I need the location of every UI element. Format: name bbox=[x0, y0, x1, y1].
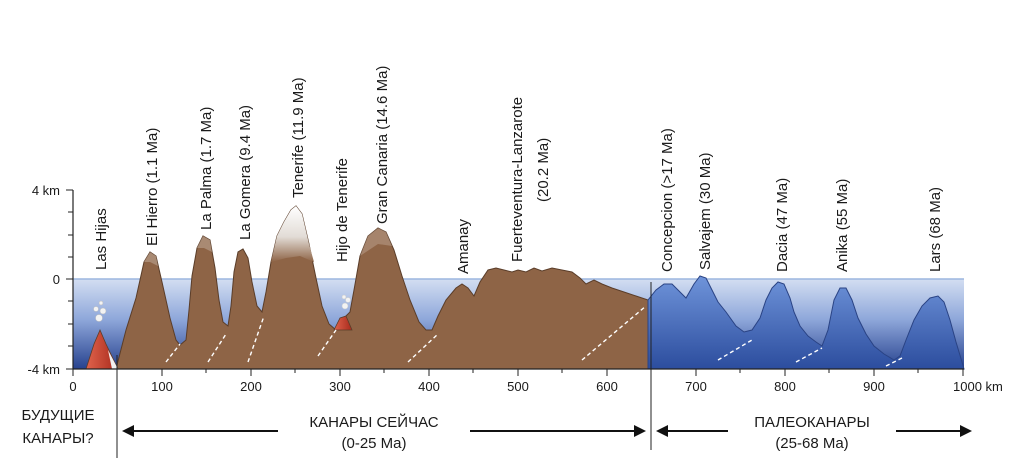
island-labels: Las Hijas El Hierro (1.1 Ma) La Palma (1… bbox=[93, 66, 944, 274]
present-islands bbox=[115, 205, 649, 370]
label-fuerteventura-age: (20.2 Ma) bbox=[535, 138, 552, 202]
label-dacia: Dacia (47 Ma) bbox=[774, 178, 791, 272]
x-tick-100: 100 bbox=[151, 379, 173, 394]
region-future-line2: КАНАРЫ? bbox=[22, 430, 93, 447]
label-tenerife: Tenerife (11.9 Ma) bbox=[290, 77, 307, 198]
label-amanay: Amanay bbox=[455, 218, 472, 274]
y-axis: 4 km 0 -4 km bbox=[28, 183, 74, 377]
y-label-bottom: -4 km bbox=[28, 362, 61, 377]
label-gran-canaria: Gran Canaria (14.6 Ma) bbox=[374, 66, 391, 224]
region-paleo: ПАЛЕОКАНАРЫ (25-68 Ma) bbox=[656, 414, 972, 452]
region-future-line1: БУДУЩИЕ bbox=[21, 407, 94, 424]
label-anika: Anika (55 Ma) bbox=[834, 179, 851, 272]
region-present-line2: (0-25 Ma) bbox=[341, 435, 406, 452]
x-tick-600: 600 bbox=[596, 379, 618, 394]
label-hijo-de-tenerife: Hijo de Tenerife bbox=[334, 158, 351, 262]
label-el-hierro: El Hierro (1.1 Ma) bbox=[144, 128, 161, 246]
x-tick-0: 0 bbox=[69, 379, 76, 394]
seamounts-profile bbox=[647, 275, 965, 370]
label-salvajem: Salvajem (30 Ma) bbox=[697, 152, 714, 270]
y-label-zero: 0 bbox=[53, 272, 60, 287]
y-label-top: 4 km bbox=[32, 183, 60, 198]
x-tick-500: 500 bbox=[507, 379, 529, 394]
region-present: КАНАРЫ СЕЙЧАС (0-25 Ma) bbox=[122, 413, 646, 452]
label-la-gomera: La Gomera (9.4 Ma) bbox=[237, 105, 254, 240]
region-paleo-line1: ПАЛЕОКАНАРЫ bbox=[754, 414, 870, 431]
label-las-hijas: Las Hijas bbox=[93, 208, 110, 270]
x-tick-300: 300 bbox=[329, 379, 351, 394]
dashed-lines bbox=[165, 305, 903, 367]
label-lars: Lars (68 Ma) bbox=[927, 187, 944, 272]
x-tick-200: 200 bbox=[240, 379, 262, 394]
x-tick-400: 400 bbox=[418, 379, 440, 394]
x-tick-1000: 1000 km bbox=[953, 379, 1003, 394]
label-la-palma: La Palma (1.7 Ma) bbox=[198, 107, 215, 230]
label-concepcion: Concepcion (>17 Ma) bbox=[659, 128, 676, 272]
x-tick-700: 700 bbox=[685, 379, 707, 394]
x-axis: 0 100 200 300 400 500 600 700 800 900 10… bbox=[69, 368, 1003, 394]
paleo-seamounts bbox=[647, 275, 965, 370]
x-tick-800: 800 bbox=[774, 379, 796, 394]
hijo-de-tenerife-volcano bbox=[333, 294, 353, 331]
tenerife-snow-cap bbox=[271, 206, 314, 262]
region-paleo-line2: (25-68 Ma) bbox=[775, 435, 848, 452]
label-fuerteventura-lanzarote: Fuerteventura-Lanzarote bbox=[509, 97, 526, 262]
x-tick-900: 900 bbox=[863, 379, 885, 394]
region-present-line1: КАНАРЫ СЕЙЧАС bbox=[309, 413, 438, 431]
region-future: БУДУЩИЕ КАНАРЫ? bbox=[21, 407, 94, 447]
